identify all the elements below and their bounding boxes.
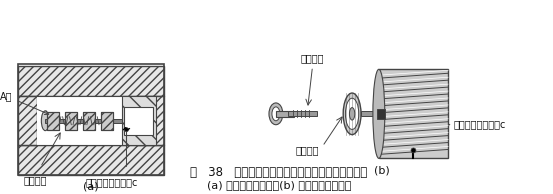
Bar	[45, 119, 129, 123]
Circle shape	[411, 148, 416, 153]
Bar	[137, 96, 164, 146]
Text: 粘有污物: 粘有污物	[296, 146, 319, 155]
Bar	[18, 146, 164, 175]
Bar	[38, 96, 137, 146]
Bar	[48, 112, 59, 130]
Bar	[122, 96, 156, 146]
Bar	[101, 112, 113, 130]
Bar	[18, 64, 164, 175]
Text: 污物阻塞阻尼小孔c: 污物阻塞阻尼小孔c	[85, 177, 138, 187]
Bar	[377, 109, 385, 119]
Text: (b): (b)	[374, 165, 390, 175]
Text: 拉有沟槽: 拉有沟槽	[301, 53, 324, 63]
Bar	[65, 112, 77, 130]
Bar	[124, 107, 153, 135]
Text: 图   38   主阀芊上有毛刺及污物阻塞阻尼小孔示意图: 图 38 主阀芊上有毛刺及污物阻塞阻尼小孔示意图	[190, 166, 368, 179]
Text: A面: A面	[0, 91, 49, 114]
Bar	[288, 111, 317, 116]
Text: (a) 主阀芊卡死位置；(b) 污物阻塞阻尼小孔: (a) 主阀芊卡死位置；(b) 污物阻塞阻尼小孔	[207, 180, 351, 190]
Ellipse shape	[349, 108, 355, 120]
Bar	[18, 66, 164, 96]
Ellipse shape	[272, 107, 280, 121]
Bar	[361, 111, 379, 116]
Bar	[18, 96, 38, 146]
Bar	[83, 112, 95, 130]
Text: (a): (a)	[83, 181, 98, 191]
Bar	[48, 112, 59, 130]
Ellipse shape	[343, 93, 361, 135]
Bar	[101, 112, 113, 130]
Text: 污物阻塞阻尼小孔c: 污物阻塞阻尼小孔c	[453, 119, 505, 129]
Text: 毛刺卡住: 毛刺卡住	[24, 175, 47, 185]
Bar	[276, 111, 294, 117]
Ellipse shape	[346, 98, 359, 129]
Ellipse shape	[41, 111, 49, 131]
Bar	[379, 69, 448, 158]
Bar	[65, 112, 77, 130]
Bar	[83, 112, 95, 130]
Bar	[124, 109, 134, 133]
Circle shape	[124, 128, 128, 132]
Ellipse shape	[269, 103, 283, 125]
Ellipse shape	[373, 69, 385, 158]
